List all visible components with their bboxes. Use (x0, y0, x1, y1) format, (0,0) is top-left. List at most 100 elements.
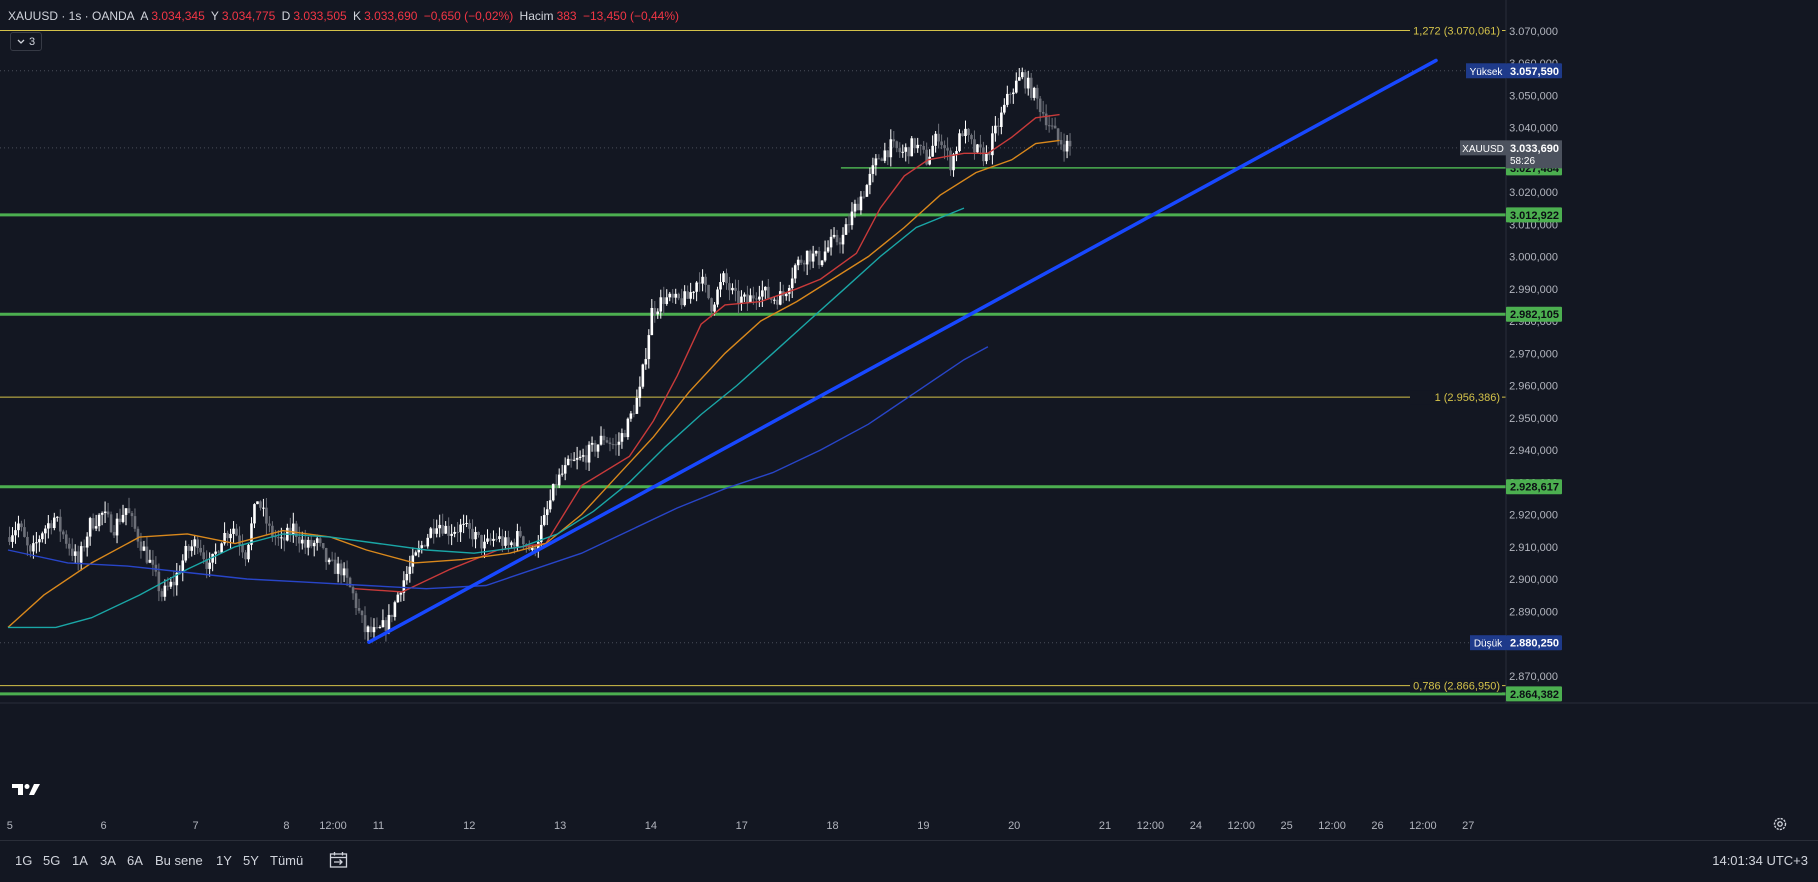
candle-body (913, 138, 917, 149)
time-tick-label: 24 (1190, 820, 1202, 832)
bar-countdown: 58:26 (1510, 156, 1535, 167)
candle-body (895, 141, 899, 149)
candle-body (1006, 93, 1009, 105)
candle-body (1026, 77, 1030, 89)
candle-body (229, 533, 232, 539)
price-tick-label: 3.050,000 (1509, 90, 1558, 102)
candle-body (184, 546, 188, 561)
candle-body (877, 158, 881, 160)
candle-body (375, 627, 379, 629)
candle-body (554, 483, 558, 486)
candle-body (716, 289, 719, 305)
candle-body (910, 138, 914, 157)
candle-body (775, 299, 779, 305)
candle-body (121, 514, 125, 522)
candle-body (590, 442, 594, 445)
candle-body (372, 627, 376, 633)
range-1A-button[interactable]: 1A (72, 853, 88, 868)
candle-body (465, 523, 468, 525)
time-axis: 5 6 7 8 12:00 11 12 13 14 17 18 19 20 21 12:00 24 12:00 2… (0, 702, 1818, 832)
time-tick-label: 19 (917, 820, 929, 832)
range-this-year-button[interactable]: Bu sene (155, 853, 203, 868)
candle-body (647, 335, 651, 360)
candle-body (1059, 140, 1063, 145)
range-6A-button[interactable]: 6A (127, 853, 143, 868)
level-price-tag: 2.864,382 (1506, 686, 1562, 702)
clock-timezone[interactable]: 14:01:34 UTC+3 (1712, 853, 1808, 868)
candle-body (668, 293, 672, 298)
candle-body (510, 542, 513, 546)
price-tick-label: 2.890,000 (1509, 606, 1558, 618)
candle-body (378, 627, 382, 629)
candle-body (644, 359, 648, 365)
candle-body (29, 545, 32, 552)
candle-body (280, 537, 283, 539)
candle-body (671, 293, 675, 298)
candle-body (662, 297, 666, 304)
candle-body (835, 234, 839, 243)
time-tick-label: 12:00 (1227, 820, 1255, 832)
candle-body (545, 509, 549, 516)
candle-body (217, 551, 220, 553)
candle-body (719, 282, 722, 290)
high-value-tag-text: 3.057,590 (1510, 66, 1559, 78)
indicators-toggle-button[interactable]: 3 (10, 32, 42, 51)
symbol-legend: XAUUSD · 1s · OANDA A 3.034,345 Y 3.034,77… (8, 9, 682, 23)
candle-body (826, 247, 830, 252)
candle-body (886, 150, 890, 158)
level-price-tag-bg (1506, 306, 1562, 322)
candle-body (650, 307, 654, 336)
candle-body (674, 293, 678, 298)
range-1Y-button[interactable]: 1Y (216, 853, 232, 868)
candle-body (381, 620, 385, 628)
candle-body (725, 273, 728, 284)
candle-body (160, 591, 164, 597)
candle-body (841, 234, 845, 245)
candle-body (220, 543, 223, 553)
settings-gear-icon[interactable] (1772, 816, 1788, 832)
range-all-button[interactable]: Tümü (270, 853, 304, 868)
candle-body (330, 559, 334, 561)
candle-body (536, 541, 540, 552)
chart-canvas[interactable]: 1,272 (3.070,061) 1 (2.956,386) 0,786 (2.8… (0, 0, 1818, 840)
candle-body (396, 594, 400, 603)
candle-body (306, 539, 310, 548)
go-to-date-icon[interactable] (329, 851, 349, 869)
last-symbol: XAUUSD (1462, 144, 1504, 155)
candle-body (429, 528, 433, 538)
candle-body (426, 537, 430, 547)
candle-body (462, 523, 465, 525)
candle-body (602, 435, 606, 441)
candle-body (767, 286, 770, 299)
range-1G-button[interactable]: 1G (15, 853, 33, 868)
candle-body (593, 442, 597, 452)
range-5G-button[interactable]: 5G (43, 853, 61, 868)
candle-body (614, 444, 618, 446)
candle-body (327, 559, 331, 563)
chevron-down-icon (17, 39, 25, 44)
high-price-tag: Yüksek (1466, 63, 1506, 79)
legend-symbol[interactable]: XAUUSD · 1s · OANDA (8, 9, 135, 23)
range-3A-button[interactable]: 3A (100, 853, 116, 868)
candle-body (226, 532, 229, 539)
time-tick-label: 8 (283, 820, 289, 832)
candle-body (587, 444, 591, 463)
candle-body (351, 587, 355, 594)
candle-body (563, 465, 567, 474)
candle-body (964, 128, 967, 137)
candle-body (967, 128, 970, 136)
candle-body (638, 386, 642, 399)
candle-body (294, 523, 298, 537)
candle-body (112, 532, 116, 536)
time-tick-label: 13 (554, 820, 566, 832)
candle-body (817, 251, 821, 266)
candle-body (91, 518, 95, 529)
time-tick-label: 18 (826, 820, 838, 832)
candle-body (20, 523, 23, 528)
legend-open-label: A (140, 9, 149, 23)
candle-body (67, 543, 71, 549)
legend-open: 3.034,345 (151, 9, 205, 23)
range-5Y-button[interactable]: 5Y (243, 853, 259, 868)
candle-body (447, 525, 450, 536)
candle-body (402, 580, 406, 593)
